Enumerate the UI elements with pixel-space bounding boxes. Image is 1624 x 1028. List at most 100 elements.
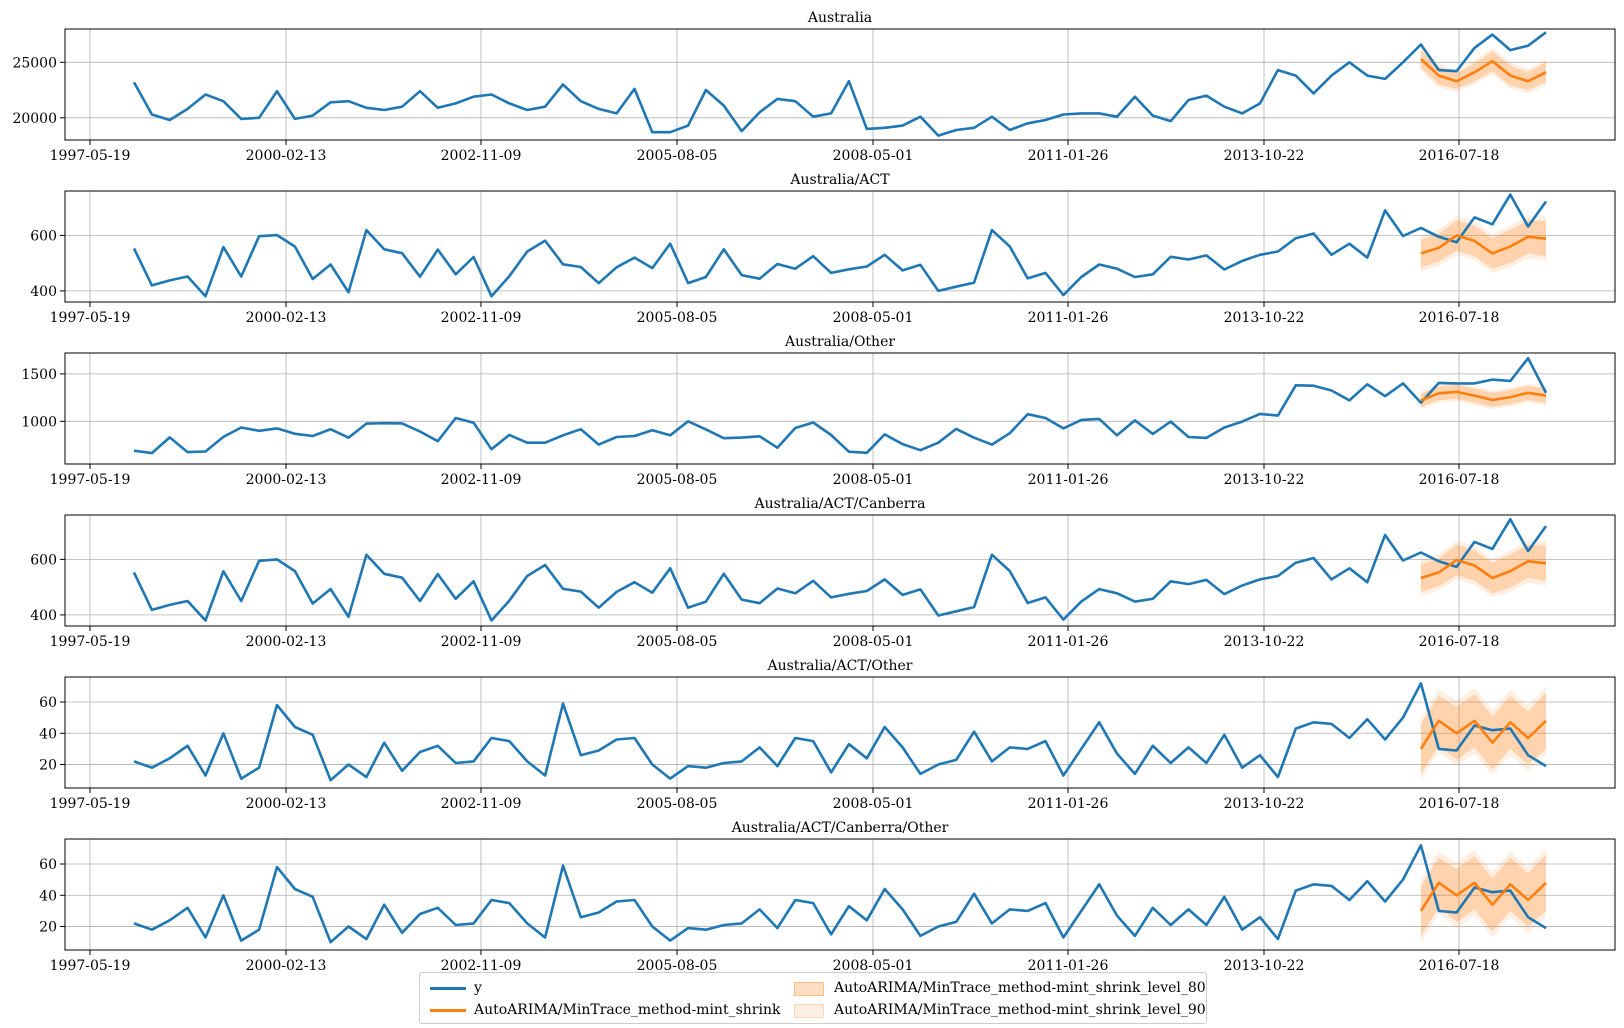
legend-item-y: y: [430, 978, 482, 998]
x-tick-label: 2002-11-09: [441, 796, 522, 812]
x-tick-label: 2013-10-22: [1224, 634, 1305, 650]
panel-2: Australia/Other 1997-05-19 2000-02-13 2002-…: [21, 334, 1616, 488]
panel-title: Australia: [807, 10, 872, 26]
y-tick-label: 1500: [21, 367, 57, 383]
series-line-forecast: [1420, 234, 1547, 255]
x-tick-label: 2013-10-22: [1224, 958, 1305, 974]
x-tick-label: 2000-02-13: [246, 634, 327, 650]
y-tick-label: 20: [39, 920, 57, 936]
plot-frame: [64, 676, 1616, 789]
plot-frame: [64, 28, 1616, 141]
x-tick-label: 2013-10-22: [1224, 310, 1305, 326]
band-level-90: [1420, 540, 1546, 598]
x-tick-label: 2000-02-13: [246, 310, 327, 326]
y-tick-label: 60: [39, 857, 57, 873]
legend-item-forecast: AutoARIMA/MinTrace_method-mint_shrink: [430, 1000, 780, 1020]
panel-0: Australia 1997-05-19 2000-02-13 2002-11-09 2…: [12, 10, 1616, 164]
plot-area: [133, 681, 1547, 782]
panel-3: Australia/ACT/Canberra 1997-05-19 2000-02-…: [30, 496, 1616, 650]
panel-1: Australia/ACT 1997-05-19 2000-02-13 2002-11…: [30, 172, 1616, 326]
legend-item-level-90: AutoARIMA/MinTrace_method-mint_shrink_le…: [790, 1000, 1206, 1020]
series-line-forecast: [1419, 881, 1547, 912]
x-tick-label: 2000-02-13: [246, 148, 327, 164]
plot-area: [132, 31, 1547, 137]
panel-title: Australia/Other: [784, 334, 895, 350]
x-tick-label: 2008-05-01: [833, 796, 914, 812]
plot-area: [132, 193, 1548, 298]
band-level-90: [1420, 215, 1546, 273]
y-tick-label: 40: [39, 888, 57, 904]
y-tick-label: 600: [30, 228, 57, 244]
x-tick-label: 2011-01-26: [1028, 148, 1109, 164]
series-line-forecast: [1419, 719, 1547, 750]
x-tick-label: 2013-10-22: [1224, 148, 1305, 164]
series-line-y: [133, 681, 1547, 782]
legend-label-level-80: AutoARIMA/MinTrace_method-mint_shrink_le…: [834, 980, 1206, 996]
x-tick-label: 2013-10-22: [1224, 796, 1305, 812]
x-tick-label: 2005-08-05: [637, 148, 718, 164]
x-tick-label: 2005-08-05: [637, 796, 718, 812]
y-tick-label: 600: [30, 552, 57, 568]
legend-swatch-y: [430, 987, 466, 990]
x-tick-label: 2016-07-18: [1419, 958, 1500, 974]
band-level-90: [1420, 46, 1546, 94]
plot-frame: [64, 514, 1616, 627]
x-tick-label: 1997-05-19: [50, 148, 131, 164]
series-line-y: [133, 843, 1547, 944]
x-tick-label: 2005-08-05: [637, 310, 718, 326]
x-tick-label: 1997-05-19: [50, 634, 131, 650]
x-tick-label: 1997-05-19: [50, 958, 131, 974]
y-tick-label: 1000: [21, 414, 57, 430]
legend-item-level-80: AutoARIMA/MinTrace_method-mint_shrink_le…: [790, 978, 1206, 998]
x-tick-label: 2002-11-09: [441, 472, 522, 488]
x-tick-label: 2005-08-05: [637, 472, 718, 488]
x-tick-label: 2016-07-18: [1419, 148, 1500, 164]
panel-title: Australia/ACT/Other: [767, 658, 913, 674]
legend: y AutoARIMA/MinTrace_method-mint_shrink …: [419, 972, 1207, 1024]
x-tick-label: 2002-11-09: [441, 958, 522, 974]
plot-area: [133, 356, 1548, 455]
plot-frame: [64, 838, 1616, 951]
x-tick-label: 2002-11-09: [441, 634, 522, 650]
y-tick-label: 40: [39, 726, 57, 742]
series-line-y: [132, 193, 1548, 298]
panel-5: Australia/ACT/Canberra/Other 1997-05-19 20…: [39, 820, 1616, 974]
x-tick-label: 2005-08-05: [637, 958, 718, 974]
x-tick-label: 2008-05-01: [833, 958, 914, 974]
x-tick-label: 2016-07-18: [1419, 634, 1500, 650]
y-tick-label: 20000: [12, 111, 57, 127]
x-tick-label: 2008-05-01: [833, 634, 914, 650]
x-tick-label: 2016-07-18: [1419, 472, 1500, 488]
band-level-90: [1420, 382, 1546, 410]
band-level-80: [1420, 384, 1546, 408]
x-tick-label: 2013-10-22: [1224, 472, 1305, 488]
plot-frame: [64, 190, 1616, 303]
panel-title: Australia/ACT: [789, 172, 890, 188]
legend-swatch-forecast: [430, 1009, 466, 1012]
x-tick-label: 2008-05-01: [833, 148, 914, 164]
x-tick-label: 2008-05-01: [833, 472, 914, 488]
panel-4: Australia/ACT/Other 1997-05-19 2000-02-13 2…: [39, 658, 1616, 812]
x-tick-label: 2000-02-13: [246, 958, 327, 974]
series-line-y: [132, 31, 1547, 137]
x-tick-label: 2008-05-01: [833, 310, 914, 326]
x-tick-label: 1997-05-19: [50, 796, 131, 812]
x-tick-label: 2002-11-09: [441, 148, 522, 164]
legend-swatch-level-90: [794, 1004, 824, 1018]
legend-label-level-90: AutoARIMA/MinTrace_method-mint_shrink_le…: [834, 1002, 1206, 1018]
x-tick-label: 2000-02-13: [246, 796, 327, 812]
plot-frame: [64, 352, 1616, 465]
x-tick-label: 2000-02-13: [246, 472, 327, 488]
x-tick-label: 2005-08-05: [637, 634, 718, 650]
y-tick-label: 400: [30, 284, 57, 300]
series-line-forecast: [1420, 58, 1547, 83]
band-level-80: [1420, 220, 1546, 269]
plot-area: [132, 517, 1548, 622]
x-tick-label: 2011-01-26: [1028, 634, 1109, 650]
series-line-y: [133, 356, 1548, 455]
series-line-forecast: [1420, 390, 1547, 402]
legend-label-forecast: AutoARIMA/MinTrace_method-mint_shrink: [474, 1002, 781, 1018]
legend-label-y: y: [474, 980, 482, 996]
